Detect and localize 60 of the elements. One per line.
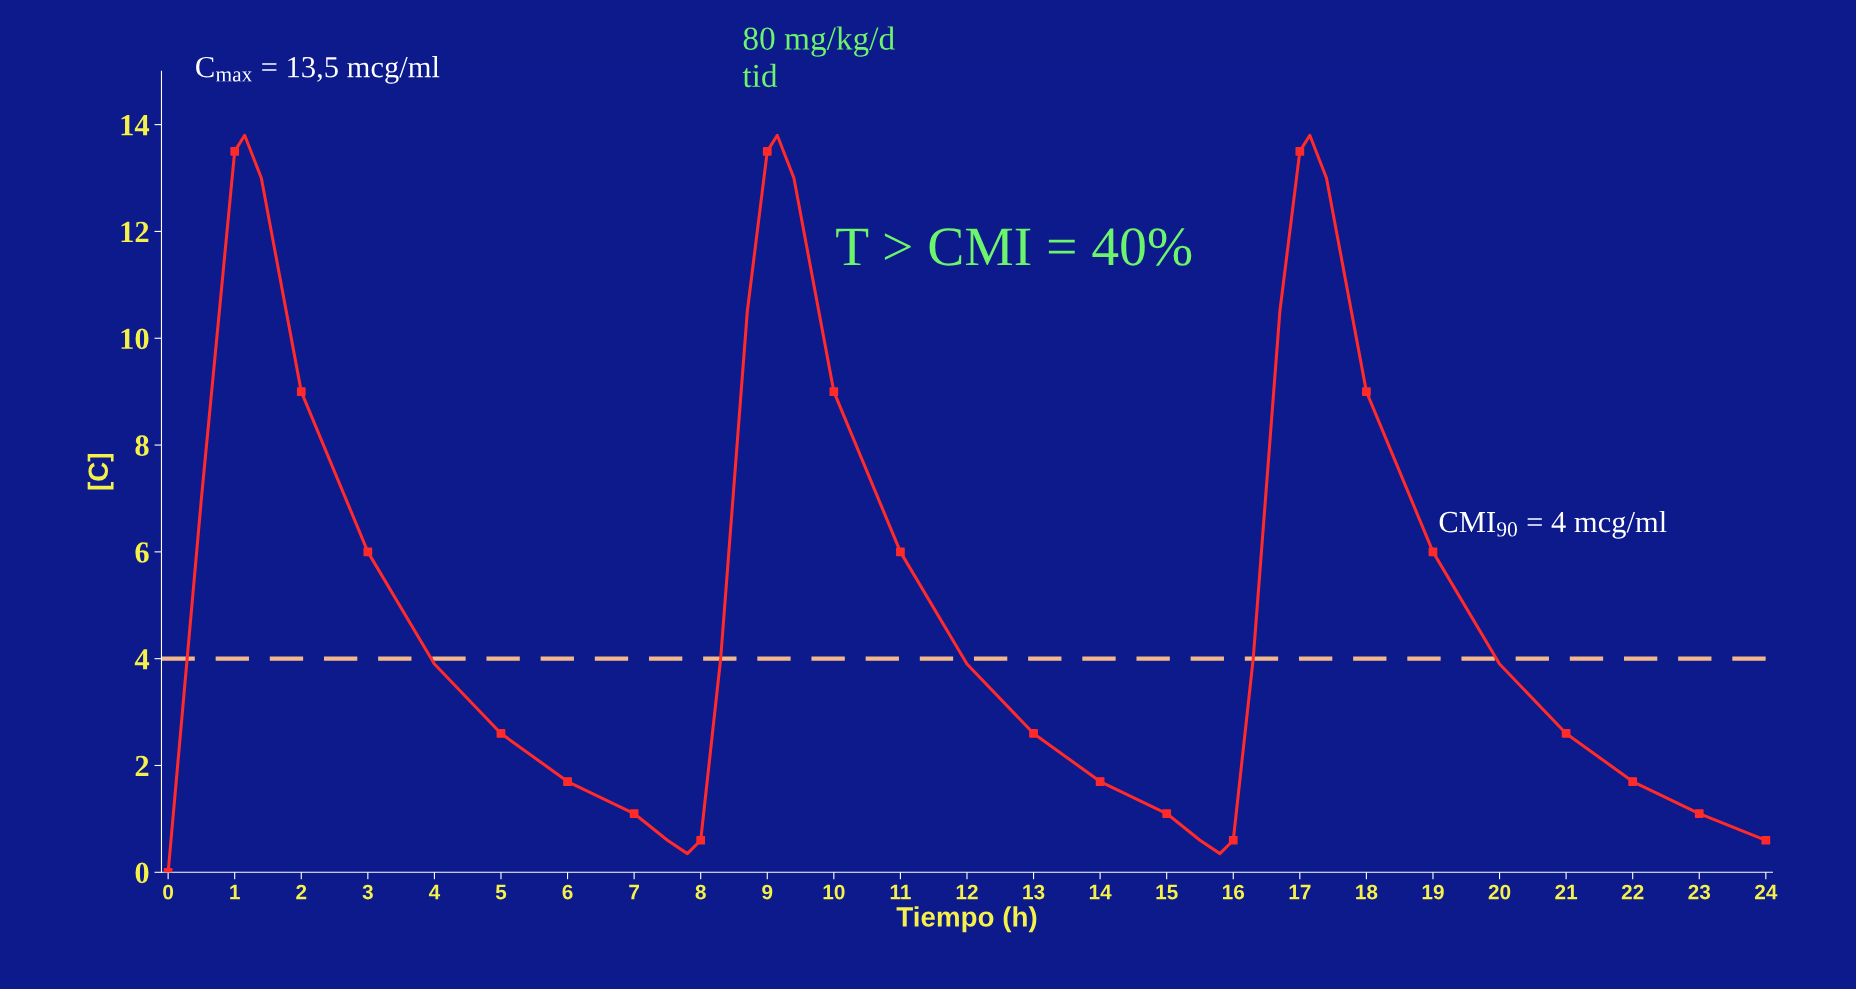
x-axis-title: Tiempo (h) — [896, 906, 1037, 933]
x-tick-label: 23 — [1688, 884, 1711, 900]
x-tick-label: 6 — [562, 884, 573, 900]
point — [762, 146, 772, 156]
point — [1162, 809, 1172, 818]
point — [829, 387, 839, 397]
x-tick-label: 14 — [1089, 884, 1112, 900]
y-tick-label: 8 — [135, 435, 149, 456]
x-tick-label: 18 — [1356, 884, 1378, 900]
x-tick-label: 24 — [1754, 884, 1778, 900]
point — [1761, 835, 1771, 845]
point — [1029, 729, 1038, 738]
point — [896, 547, 905, 557]
x-tick-label: 8 — [695, 884, 706, 900]
x-tick-label: 13 — [1023, 884, 1045, 900]
x-tick-label: 2 — [296, 884, 307, 900]
x-tick-label: 16 — [1222, 884, 1245, 900]
y-axis-title: [C] — [87, 454, 114, 490]
point — [1694, 809, 1704, 818]
x-tick-label: 15 — [1156, 884, 1178, 900]
annotation: T > CMI = 40% — [836, 228, 1192, 266]
y-tick-label: 14 — [121, 115, 150, 136]
point — [363, 547, 373, 557]
y-tick-label: 2 — [135, 755, 149, 777]
x-tick-label: 5 — [495, 884, 507, 900]
point — [629, 809, 639, 818]
y-tick-label: 10 — [121, 328, 149, 350]
point — [1628, 777, 1638, 786]
x-tick-label: 10 — [823, 884, 845, 900]
x-tick-label: 19 — [1422, 884, 1444, 900]
point — [696, 835, 706, 845]
point — [1428, 547, 1438, 557]
x-tick-label: 20 — [1488, 884, 1511, 900]
annotation: C$_{max}$ = 13,5 mcg/ml — [196, 55, 440, 84]
y-tick-label: 0 — [135, 862, 149, 884]
point — [496, 729, 506, 738]
point — [1362, 387, 1371, 397]
annotation: 80 mg/kg/d tid — [742, 26, 895, 88]
x-tick-label: 1 — [230, 884, 240, 900]
x-tick-label: 11 — [890, 884, 911, 900]
x-tick-label: 17 — [1289, 884, 1311, 900]
y-tick-label: 6 — [135, 542, 149, 563]
point — [1095, 777, 1105, 786]
point — [563, 777, 572, 786]
point — [1228, 835, 1238, 845]
point — [230, 146, 240, 156]
x-tick-label: 12 — [956, 884, 978, 900]
point — [1295, 146, 1305, 156]
point — [296, 387, 306, 397]
annotation: CMI$_{90}$ = 4 mcg/ml — [1439, 510, 1667, 539]
x-tick-label: 4 — [428, 884, 441, 900]
point — [1561, 729, 1571, 738]
x-tick-label: 22 — [1621, 884, 1644, 900]
x-tick-label: 3 — [362, 884, 373, 900]
x-tick-label: 0 — [163, 884, 174, 900]
y-tick-label: 4 — [134, 649, 150, 670]
x-tick-label: 9 — [762, 884, 773, 900]
y-tick-label: 12 — [121, 221, 149, 243]
x-tick-label: 21 — [1555, 884, 1578, 900]
x-tick-label: 7 — [629, 884, 639, 900]
